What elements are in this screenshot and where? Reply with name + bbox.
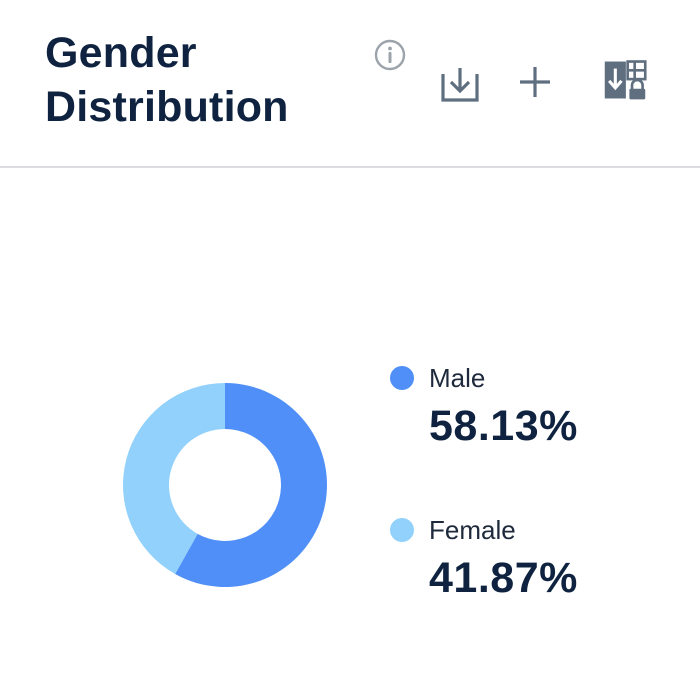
legend-item-female[interactable]: Female 41.87%: [388, 512, 688, 612]
donut-slice-male[interactable]: [175, 383, 327, 587]
legend-dot-female: [390, 518, 414, 542]
chart-area: Male 58.13% Female 41.87%: [0, 170, 700, 682]
legend-value-male: 58.13%: [429, 402, 578, 450]
legend-label-male: Male: [429, 363, 486, 393]
legend-label-female: Female: [429, 515, 516, 545]
card-header: Gender Distribution: [0, 0, 700, 168]
legend-value-female: 41.87%: [429, 554, 578, 602]
excel-export-icon[interactable]: [603, 58, 647, 102]
legend-item-male[interactable]: Male 58.13%: [388, 360, 688, 460]
add-icon[interactable]: [513, 60, 557, 104]
legend-dot-male: [390, 366, 414, 390]
info-icon[interactable]: [373, 38, 407, 72]
download-icon[interactable]: [438, 62, 482, 106]
donut-chart: [123, 383, 327, 587]
card-title: Gender Distribution: [45, 29, 289, 131]
donut-slice-female[interactable]: [123, 383, 225, 574]
